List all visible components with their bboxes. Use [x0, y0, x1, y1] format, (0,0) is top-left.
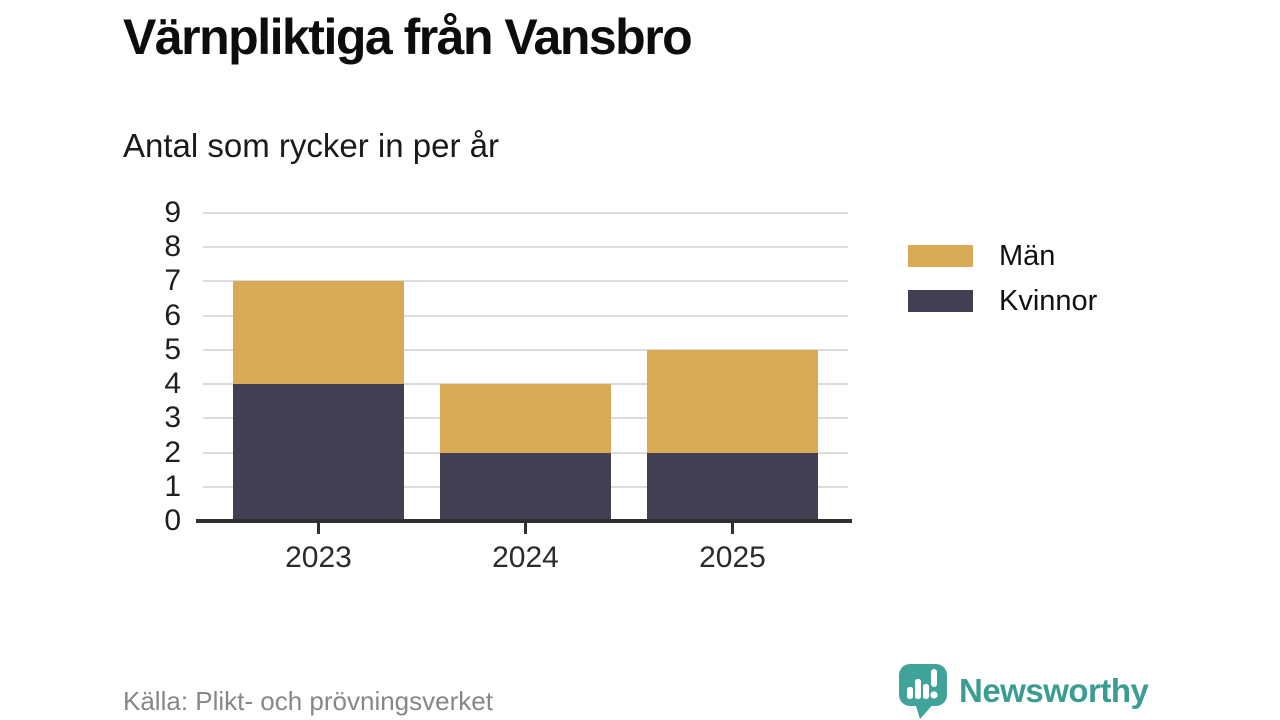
gridline-y5: [203, 348, 848, 351]
x-axis-tick: [524, 523, 527, 534]
x-axis-label-2025: 2025: [699, 541, 766, 574]
y-axis-tick-label: 1: [164, 469, 181, 503]
y-axis-tick-label: 8: [164, 230, 181, 264]
legend-item-män: Män: [908, 240, 1097, 272]
legend-label-kvinnor: Kvinnor: [999, 285, 1098, 317]
chart-subtitle: Antal som rycker in per år: [123, 127, 499, 164]
legend-swatch-män: [908, 245, 973, 267]
legend-label-män: Män: [999, 240, 1056, 272]
gridline-y7: [203, 280, 848, 283]
y-axis-tick-label: 4: [164, 367, 181, 401]
bar-2024-män-segment: [440, 384, 611, 453]
brand-name: Newsworthy: [959, 672, 1149, 709]
y-axis-tick-label: 0: [164, 504, 181, 537]
bar-2025-kvinnor-segment: [647, 452, 818, 521]
x-axis-label-2024: 2024: [492, 541, 559, 574]
bar-2023-kvinnor-segment: [233, 384, 404, 521]
newsworthy-speech-bubble-chart-icon: [899, 664, 947, 719]
y-axis-tick-label: 3: [164, 401, 181, 435]
x-axis-tick: [731, 523, 734, 534]
gridline-y8: [203, 246, 848, 249]
bar-2025-män-segment: [647, 349, 818, 453]
gridline-y9: [203, 212, 848, 214]
legend-swatch-kvinnor: [908, 290, 973, 312]
x-axis-label-2023: 2023: [285, 541, 352, 574]
bar-2023-män-segment: [233, 281, 404, 385]
legend: Män Kvinnor: [908, 240, 1098, 335]
gridline-y6: [203, 314, 848, 317]
source-note: Källa: Plikt- och prövningsverket: [123, 686, 493, 716]
x-axis-tick: [317, 523, 320, 534]
brand-logo: Newsworthy: [897, 662, 1149, 720]
y-axis-tick-label: 9: [164, 196, 181, 229]
plot-area: 0 1 2 3 4 5 6 7 8 9 2023 2024 2025: [164, 197, 852, 574]
y-axis-tick-label: 6: [164, 298, 181, 332]
legend-item-kvinnor: Kvinnor: [908, 285, 1098, 317]
bar-2024-kvinnor-segment: [440, 452, 611, 521]
y-axis-tick-label: 2: [164, 435, 181, 469]
y-axis-tick-label: 7: [164, 264, 181, 298]
y-axis-tick-label: 5: [164, 332, 181, 366]
page-title: Värnpliktiga från Vansbro: [123, 9, 693, 65]
x-axis-line: [196, 519, 852, 523]
